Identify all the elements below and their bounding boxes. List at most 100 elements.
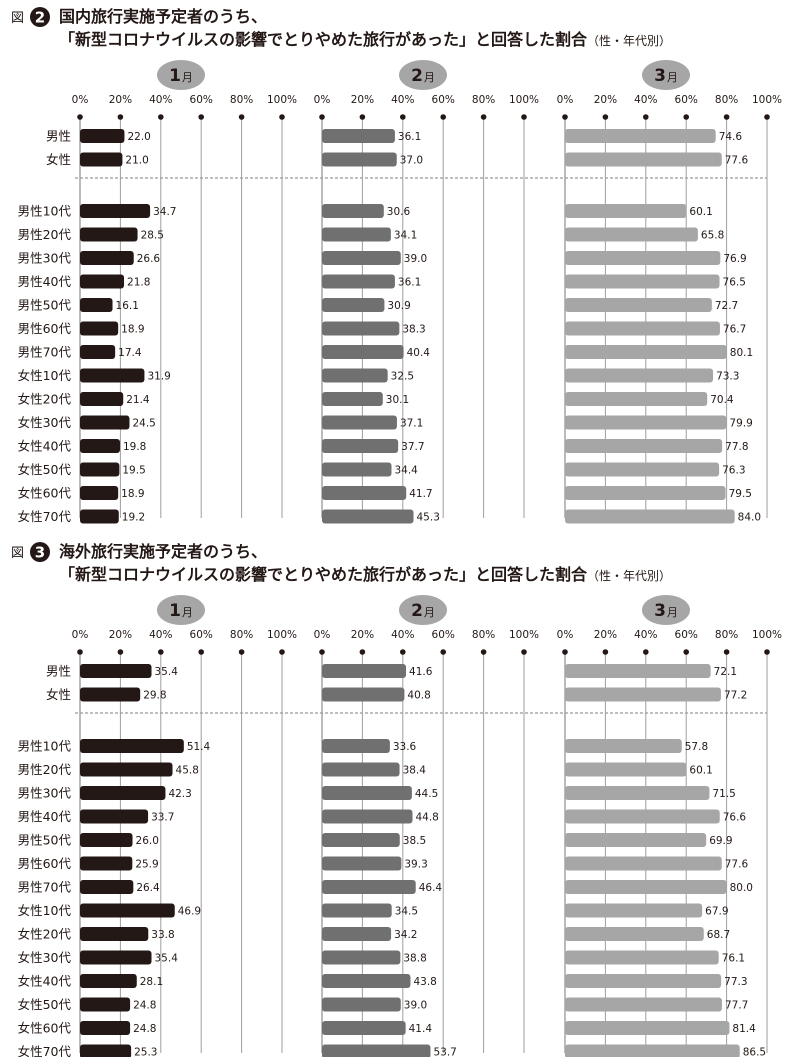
- category-label: 女性10代: [18, 368, 72, 383]
- tick-label: 80%: [715, 94, 738, 106]
- chart-figure-2: 図 2 国内旅行実施予定者のうち、「新型コロナウイルスの影響でとりやめた旅行があった…: [11, 7, 782, 524]
- bar: [565, 368, 714, 383]
- tick-dot: [723, 649, 730, 655]
- month-badge: [642, 60, 690, 90]
- value-label: 37.7: [401, 441, 424, 453]
- value-label: 37.0: [400, 155, 423, 167]
- tick-dot: [683, 649, 689, 655]
- bar: [80, 368, 145, 383]
- month-panel-2: 2月 0% 20% 40% 60% 80% 100% 41.6 40.8 33.6 38.4 44.5…: [314, 595, 539, 1057]
- tick-dot: [158, 649, 164, 655]
- bar: [565, 833, 707, 847]
- chart-heading: 図 3 海外旅行実施予定者のうち、「新型コロナウイルスの影響でとりやめた旅行があった…: [11, 542, 671, 584]
- chart-title-suffix: （性・年代別）: [587, 569, 671, 583]
- month-number: 3: [654, 66, 666, 86]
- value-label: 16.1: [116, 300, 139, 312]
- category-label: 男性20代: [18, 227, 72, 242]
- value-label: 17.4: [118, 347, 142, 359]
- month-unit: 月: [182, 71, 193, 84]
- tick-dot: [319, 649, 325, 655]
- bar: [565, 509, 735, 524]
- tick-dot: [359, 114, 366, 120]
- value-label: 38.4: [403, 765, 427, 777]
- tick-label: 100%: [752, 629, 782, 641]
- value-label: 35.4: [155, 666, 179, 678]
- bar: [565, 227, 698, 242]
- value-label: 33.7: [151, 812, 174, 824]
- bar: [565, 152, 722, 167]
- value-label: 77.7: [725, 1000, 748, 1012]
- category-label: 女性10代: [18, 903, 72, 918]
- bar: [80, 927, 149, 941]
- tick-dot: [562, 114, 568, 120]
- tick-label: 0%: [314, 629, 331, 641]
- tick-label: 0%: [72, 629, 89, 641]
- tick-dot: [440, 114, 447, 120]
- tick-label: 20%: [594, 94, 617, 106]
- value-label: 18.9: [121, 324, 144, 336]
- bar: [80, 227, 138, 242]
- bar: [322, 462, 392, 477]
- tick-label: 100%: [267, 94, 297, 106]
- bar: [80, 1021, 131, 1035]
- category-label: 男性: [46, 664, 71, 679]
- bar: [322, 204, 384, 218]
- figure-label: 図: [11, 11, 24, 26]
- month-number: 2: [411, 601, 423, 621]
- bar: [80, 486, 119, 500]
- bar: [80, 974, 137, 988]
- month-badge: [642, 595, 690, 625]
- figure-label: 図: [11, 546, 24, 561]
- tick-label: 40%: [634, 94, 657, 106]
- tick-dot: [480, 114, 487, 120]
- category-label: 男性10代: [18, 739, 72, 754]
- chart-title-line2: 「新型コロナウイルスの影響でとりやめた旅行があった」と回答した割合（性・年代別）: [59, 565, 671, 584]
- bar: [322, 833, 400, 847]
- bar: [565, 809, 720, 824]
- value-label: 46.9: [178, 906, 201, 918]
- bar: [80, 997, 131, 1012]
- month-badge: [157, 60, 205, 90]
- category-label: 女性30代: [18, 950, 72, 965]
- value-label: 32.5: [391, 371, 414, 383]
- bar: [80, 664, 152, 678]
- month-panel-3: 3月 0% 20% 40% 60% 80% 100% 72.1 77.2 57.8 60.171.5…: [557, 595, 782, 1057]
- tick-label: 100%: [509, 94, 539, 106]
- tick-label: 20%: [109, 94, 132, 106]
- value-label: 36.1: [398, 277, 421, 289]
- value-label: 43.8: [413, 976, 436, 988]
- category-label: 男性60代: [18, 321, 72, 336]
- month-panel-2: 2月 0% 20% 40% 60% 80% 100% 36.1 37.0 30.6 34.1 39.0…: [314, 60, 539, 524]
- tick-dot: [359, 649, 366, 655]
- month-unit: 月: [424, 71, 435, 84]
- bar: [322, 762, 400, 777]
- value-label: 41.7: [409, 488, 432, 500]
- chart-title-line2: 「新型コロナウイルスの影響でとりやめた旅行があった」と回答した割合（性・年代別）: [59, 30, 671, 49]
- bar: [322, 439, 399, 453]
- tick-dot: [683, 114, 689, 120]
- tick-label: 40%: [149, 94, 172, 106]
- value-label: 80.0: [730, 882, 753, 894]
- value-label: 25.3: [134, 1047, 157, 1057]
- month-panel-1: 1月 0% 20% 40% 60% 80% 100% 22.0 21.0 34.7 28.5 26.6…: [72, 60, 297, 524]
- category-label: 男性70代: [18, 345, 72, 360]
- bar: [322, 1021, 406, 1035]
- tick-label: 0%: [557, 629, 574, 641]
- bar: [80, 856, 133, 871]
- month-label: 3月: [654, 66, 678, 86]
- tick-dot: [480, 649, 487, 655]
- month-badge: [399, 60, 447, 90]
- tick-dot: [440, 649, 447, 655]
- bar: [322, 927, 392, 941]
- value-label: 77.6: [725, 155, 749, 167]
- tick-dot: [602, 114, 609, 120]
- value-label: 77.3: [724, 976, 747, 988]
- category-label: 女性40代: [18, 974, 72, 989]
- value-label: 69.9: [709, 835, 732, 847]
- tick-label: 100%: [509, 629, 539, 641]
- month-label: 1月: [169, 66, 193, 86]
- month-label: 2月: [411, 66, 435, 86]
- tick-label: 60%: [190, 629, 213, 641]
- figure-number: 2: [35, 9, 45, 27]
